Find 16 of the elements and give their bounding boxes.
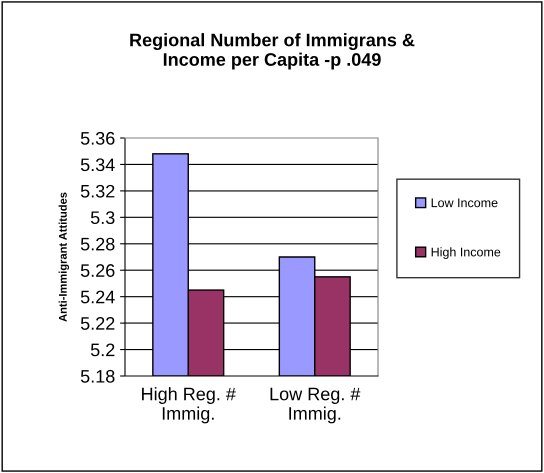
x-tick-label: High Reg. # Immig.: [142, 387, 236, 424]
y-tick-label: 5.28: [80, 238, 114, 250]
y-tick-label: 5.36: [80, 132, 114, 145]
y-tick-label: 5.22: [80, 317, 114, 330]
y-tick-label: 5.2: [90, 343, 114, 356]
y-tick-label: 5.3: [90, 211, 114, 224]
y-tick-label: 5.24: [80, 290, 115, 304]
y-tick-label: 5.32: [80, 184, 114, 198]
legend-label: Low Income: [432, 198, 498, 208]
legend-label: High Income: [432, 247, 500, 259]
y-tick-label: 5.34: [80, 158, 115, 172]
y-tick-label: 5.26: [80, 264, 114, 277]
y-axis-title: Anti-Immigrant Attitudes: [58, 192, 70, 322]
x-tick-label: Low Reg. # Immig.: [270, 388, 360, 424]
chart-title: Regional Number of Immigrans & Income per Capita -p .049: [130, 33, 414, 70]
y-tick-label: 5.18: [80, 370, 114, 383]
